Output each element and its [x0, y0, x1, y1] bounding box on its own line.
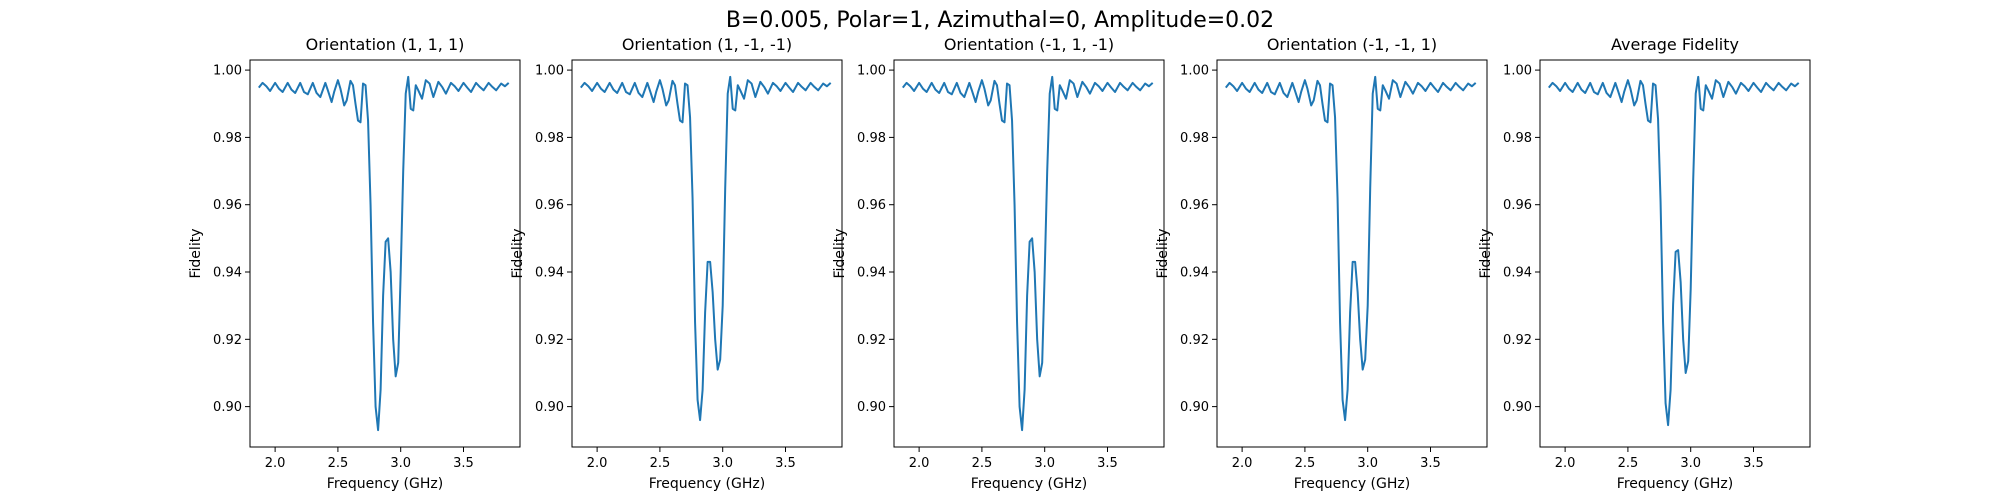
x-tick-label: 3.0 [1357, 456, 1378, 471]
y-tick-label: 0.98 [1503, 131, 1532, 146]
x-tick-label: 2.5 [650, 456, 671, 471]
series-line [1225, 75, 1477, 422]
x-tick-label: 2.5 [1618, 456, 1639, 471]
y-tick-label: 0.96 [213, 198, 242, 213]
x-axis-label: Frequency (GHz) [649, 476, 765, 492]
axes-frame [571, 59, 843, 448]
x-tick-label: 2.5 [328, 456, 349, 471]
y-tick-label: 0.94 [1503, 266, 1532, 281]
subplot-title: Orientation (1, -1, -1) [622, 35, 792, 54]
subplot-title: Orientation (-1, -1, 1) [1267, 35, 1437, 54]
y-tick-label: 0.96 [857, 198, 886, 213]
series-line [580, 75, 832, 422]
subplot-title: Orientation (-1, 1, -1) [944, 35, 1114, 54]
figure-suptitle: B=0.005, Polar=1, Azimuthal=0, Amplitude… [726, 8, 1274, 33]
x-tick-label: 2.5 [1295, 456, 1316, 471]
y-axis-label: Fidelity [1155, 229, 1171, 279]
subplot-5: Average Fidelity 2.0 2.5 3.0 3.5 0.90 0.92 0.94… [1478, 35, 1811, 492]
x-axis-label: Frequency (GHz) [1617, 476, 1733, 492]
y-tick-label: 0.90 [1503, 400, 1532, 415]
y-axis-label: Fidelity [1478, 229, 1494, 279]
axes-frame [893, 59, 1165, 448]
x-tick-label: 3.0 [1680, 456, 1701, 471]
y-tick-label: 0.96 [535, 198, 564, 213]
subplot-title: Average Fidelity [1611, 35, 1739, 54]
subplot-1: Orientation (1, 1, 1) 2.0 2.5 3.0 3.5 0.90 0.9… [188, 35, 521, 492]
y-axis-label: Fidelity [832, 229, 848, 279]
x-tick-label: 2.5 [972, 456, 993, 471]
subplot-2: Orientation (1, -1, -1) 2.0 2.5 3.0 3.5 0.90 0… [510, 35, 843, 492]
y-tick-label: 0.96 [1180, 198, 1209, 213]
x-tick-label: 3.5 [1420, 456, 1441, 471]
y-axis-label: Fidelity [510, 229, 526, 279]
y-tick-label: 0.94 [1180, 266, 1209, 281]
x-tick-label: 3.0 [1034, 456, 1055, 471]
y-axis-label: Fidelity [188, 229, 204, 279]
y-tick-label: 1.00 [213, 64, 242, 79]
x-tick-label: 3.5 [1743, 456, 1764, 471]
subplot-panels: Orientation (1, 1, 1) 2.0 2.5 3.0 3.5 0.90 0.9… [188, 35, 1811, 492]
subplot-4: Orientation (-1, -1, 1) 2.0 2.5 3.0 3.5 0.90 0… [1155, 35, 1488, 492]
x-axis-label: Frequency (GHz) [1294, 476, 1410, 492]
y-tick-label: 0.98 [535, 131, 564, 146]
y-tick-label: 0.90 [857, 400, 886, 415]
x-tick-label: 2.0 [265, 456, 286, 471]
series-line [1548, 75, 1800, 427]
x-tick-label: 2.0 [1555, 456, 1576, 471]
axes-frame [249, 59, 521, 448]
y-tick-label: 0.90 [213, 400, 242, 415]
y-tick-label: 1.00 [1503, 64, 1532, 79]
y-tick-label: 0.94 [213, 266, 242, 281]
x-tick-label: 2.0 [587, 456, 608, 471]
y-tick-label: 0.98 [1180, 131, 1209, 146]
y-tick-label: 0.90 [535, 400, 564, 415]
axes-frame [1539, 59, 1811, 448]
y-tick-label: 0.94 [857, 266, 886, 281]
subplot-title: Orientation (1, 1, 1) [306, 35, 465, 54]
x-axis-label: Frequency (GHz) [971, 476, 1087, 492]
subplot-3: Orientation (-1, 1, -1) 2.0 2.5 3.0 3.5 0.90 0… [832, 35, 1165, 492]
x-axis-label: Frequency (GHz) [327, 476, 443, 492]
y-tick-label: 0.98 [857, 131, 886, 146]
axes-frame [1216, 59, 1488, 448]
y-tick-label: 0.92 [213, 333, 242, 348]
x-tick-label: 3.0 [390, 456, 411, 471]
x-tick-label: 2.0 [1232, 456, 1253, 471]
y-tick-label: 0.92 [1180, 333, 1209, 348]
series-line [258, 75, 510, 432]
y-tick-label: 0.98 [213, 131, 242, 146]
y-tick-label: 1.00 [1180, 64, 1209, 79]
x-tick-label: 3.5 [1097, 456, 1118, 471]
y-tick-label: 1.00 [535, 64, 564, 79]
y-tick-label: 0.94 [535, 266, 564, 281]
x-tick-label: 3.5 [775, 456, 796, 471]
y-tick-label: 0.92 [535, 333, 564, 348]
x-tick-label: 3.5 [453, 456, 474, 471]
y-tick-label: 0.90 [1180, 400, 1209, 415]
series-line [902, 75, 1154, 432]
y-tick-label: 0.92 [857, 333, 886, 348]
y-tick-label: 0.96 [1503, 198, 1532, 213]
y-tick-label: 0.92 [1503, 333, 1532, 348]
y-tick-label: 1.00 [857, 64, 886, 79]
x-tick-label: 3.0 [712, 456, 733, 471]
x-tick-label: 2.0 [909, 456, 930, 471]
